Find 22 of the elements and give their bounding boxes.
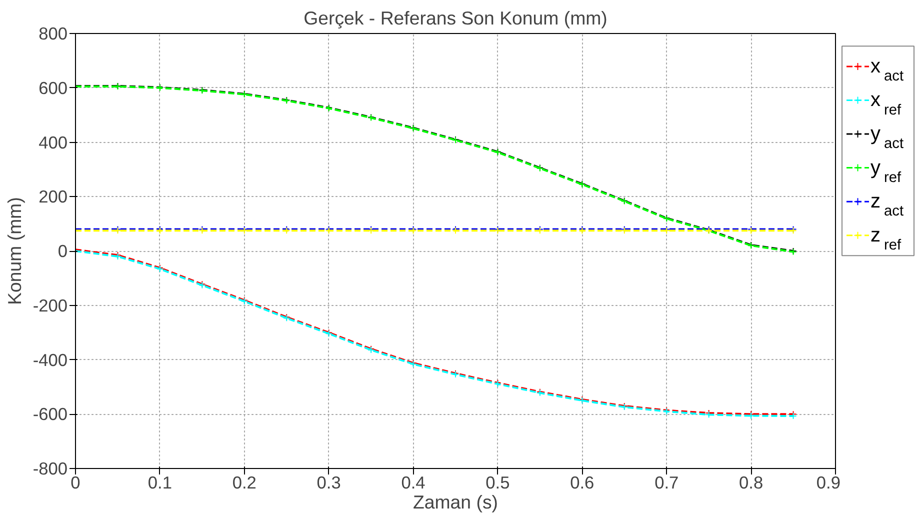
x-axis-title: Zaman (s) [413,492,498,512]
chart-title: Gerçek - Referans Son Konum (mm) [304,8,608,28]
y-axis-title: Konum (mm) [4,197,25,305]
y-tick-label: -800 [32,458,68,478]
x-tick-label: 0.3 [316,472,341,492]
x-tick-label: 0.2 [232,472,256,492]
x-tick-label: 0.4 [401,472,426,492]
x-tick-label: 0.8 [739,472,764,492]
x-tick-label: 0.6 [570,472,594,492]
y-tick-label: 400 [38,132,68,152]
y-tick-label: -600 [32,404,68,424]
x-tick-label: 0.5 [486,472,510,492]
y-tick-label: 200 [38,186,68,207]
y-tick-label: -200 [32,295,68,316]
x-tick-label: 0.9 [816,472,841,492]
x-tick-label: 0 [70,472,80,492]
y-tick-label: 0 [58,241,68,261]
x-tick-label: 0.7 [654,472,679,492]
y-tick-label: 600 [38,78,68,98]
y-tick-label: 800 [38,24,68,44]
y-tick-label: -400 [32,350,68,370]
x-tick-label: 0.1 [148,472,172,492]
